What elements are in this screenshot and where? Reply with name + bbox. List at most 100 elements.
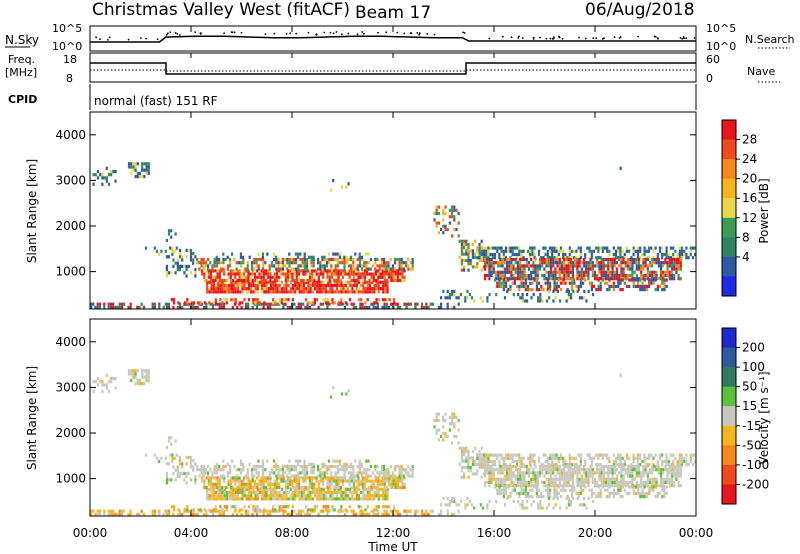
rti-cell	[582, 468, 586, 472]
rti-cell	[346, 302, 349, 306]
rti-cell	[277, 261, 280, 265]
rti-cell	[446, 496, 449, 500]
rti-cell	[503, 464, 506, 469]
rti-cell	[385, 261, 388, 265]
rti-cell	[526, 506, 529, 510]
rti-cell	[451, 215, 454, 219]
rti-cell	[607, 471, 610, 475]
x-tick-label: 00:00	[679, 526, 714, 540]
rti-cell	[304, 272, 307, 276]
rti-cell	[297, 275, 301, 279]
rti-cell	[457, 234, 460, 238]
rti-cell	[327, 497, 330, 501]
rti-cell	[307, 508, 310, 512]
rti-cell	[90, 305, 93, 309]
rti-cell	[488, 293, 491, 297]
rti-cell	[363, 269, 367, 273]
rti-cell	[280, 479, 283, 483]
rti-cell	[460, 252, 463, 256]
rti-cell	[208, 287, 211, 291]
rti-cell	[256, 290, 259, 294]
rti-cell	[136, 512, 139, 516]
rti-cell	[341, 257, 344, 262]
rti-cell	[312, 257, 315, 262]
rti-cell	[510, 468, 513, 472]
rti-cell	[666, 264, 669, 268]
rti-cell	[612, 252, 615, 257]
rti-cell	[626, 267, 630, 271]
rti-cell	[663, 485, 666, 489]
rti-cell	[374, 474, 377, 478]
rti-cell	[523, 277, 526, 281]
rti-cell	[181, 264, 184, 268]
rti-cell	[378, 264, 381, 268]
rti-cell	[255, 264, 258, 268]
rti-cell	[500, 491, 503, 495]
rti-cell	[588, 488, 591, 492]
rti-cell	[239, 487, 242, 491]
rti-cell	[451, 205, 454, 209]
rti-cell	[317, 257, 320, 262]
rti-cell	[264, 509, 267, 513]
rti-cell	[577, 495, 580, 499]
colorbar-tick-label: -15	[742, 419, 762, 433]
rti-cell	[299, 305, 303, 309]
rti-cell	[279, 474, 282, 478]
rti-cell	[538, 267, 542, 271]
rti-cell	[357, 272, 360, 276]
rti-cell	[229, 269, 232, 273]
rti-cell	[165, 462, 168, 466]
rti-cell	[165, 445, 168, 449]
rti-cell	[110, 169, 113, 174]
rti-cell	[240, 278, 243, 283]
nsky-dot	[329, 31, 332, 34]
rti-cell	[519, 257, 522, 262]
rti-cell	[219, 290, 222, 294]
rti-cell	[585, 471, 588, 475]
rti-cell	[442, 415, 445, 419]
rti-cell	[553, 284, 556, 288]
rti-cell	[229, 479, 232, 483]
rti-cell	[227, 275, 230, 279]
rti-cell	[553, 453, 556, 457]
rti-cell	[509, 246, 512, 250]
rti-cell	[286, 267, 289, 271]
rti-cell	[311, 508, 314, 512]
rti-cell	[637, 257, 641, 262]
rti-cell	[556, 270, 559, 274]
rti-cell	[212, 485, 215, 490]
rti-cell	[247, 482, 250, 486]
rti-cell	[233, 464, 236, 469]
rti-cell	[375, 280, 378, 284]
rti-cell	[545, 484, 548, 488]
rti-cell	[685, 256, 688, 260]
rti-cell	[346, 509, 349, 513]
rti-cell	[596, 277, 599, 281]
rti-cell	[319, 272, 323, 276]
rti-cell	[437, 512, 440, 516]
rti-cell	[311, 275, 314, 279]
rti-cell	[611, 468, 614, 472]
rti-cell	[593, 264, 597, 268]
rti-cell	[343, 261, 346, 265]
rti-cell	[602, 261, 605, 265]
rti-cell	[217, 290, 220, 294]
rti-cell	[221, 290, 224, 294]
rti-cell	[340, 287, 343, 291]
rti-cell	[519, 468, 522, 472]
rti-cell	[687, 463, 690, 467]
rti-cell	[331, 490, 334, 495]
rti-cell	[204, 471, 207, 475]
rti-cell	[300, 290, 303, 294]
rti-cell	[653, 261, 656, 265]
rti-cell	[269, 509, 272, 513]
rti-cell	[525, 468, 528, 472]
rti-cell	[498, 459, 501, 464]
rti-cell	[335, 290, 339, 294]
rti-cell	[652, 488, 655, 492]
rti-cell	[260, 482, 263, 486]
rti-cell	[657, 261, 660, 265]
rti-cell	[296, 487, 299, 491]
rti-cell	[683, 459, 686, 464]
rti-cell	[619, 278, 622, 282]
